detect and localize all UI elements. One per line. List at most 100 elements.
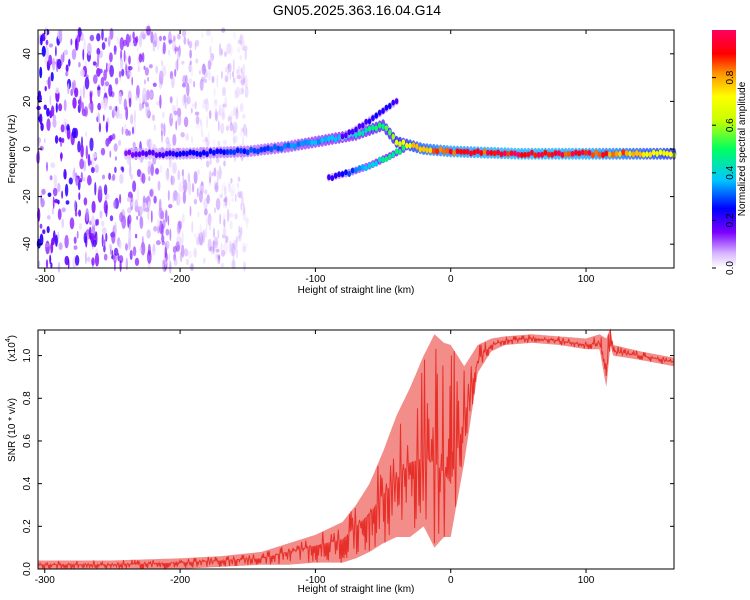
noise-blob	[87, 175, 92, 186]
noise-blob	[52, 196, 55, 210]
noise-blob	[125, 63, 127, 76]
noise-blob	[169, 96, 173, 104]
ridge-point	[225, 149, 230, 155]
noise-blob	[217, 229, 220, 239]
noise-blob	[94, 182, 97, 196]
noise-blob	[132, 141, 136, 149]
noise-blob	[218, 43, 222, 56]
noise-blob	[219, 213, 222, 225]
x-tick-label: -300	[35, 274, 55, 285]
noise-blob	[91, 167, 95, 174]
ridge-point	[367, 162, 372, 169]
noise-blob	[224, 75, 229, 83]
noise-blob	[64, 122, 67, 134]
ridge-point	[344, 132, 348, 139]
noise-blob	[230, 177, 233, 184]
noise-blob	[72, 97, 77, 109]
ridge-point	[269, 146, 274, 153]
noise-blob	[210, 35, 213, 44]
noise-blob	[99, 210, 103, 219]
ridge-point	[337, 171, 341, 178]
noise-blob	[202, 230, 206, 243]
noise-blob	[222, 105, 225, 119]
noise-blob	[232, 58, 235, 73]
noise-blob	[237, 176, 241, 182]
noise-blob	[125, 243, 128, 251]
noise-blob	[71, 81, 75, 91]
ridge-point	[533, 152, 538, 159]
noise-blob	[164, 258, 167, 269]
ridge-point	[361, 130, 365, 137]
ridge-point	[330, 134, 335, 141]
noise-blob	[45, 240, 50, 255]
noise-blob	[220, 242, 223, 254]
noise-blob	[146, 25, 151, 36]
noise-blob	[150, 210, 153, 223]
noise-blob	[213, 227, 215, 238]
noise-blob	[195, 123, 200, 129]
noise-blob	[152, 44, 156, 52]
noise-blob	[199, 78, 204, 91]
ridge-point	[381, 107, 385, 114]
noise-blob	[50, 105, 55, 117]
snr-panel: -300 -200 -100 0 100 0.0 0.2 0.4 0.6 0.8 1.0 Heig…	[5, 327, 675, 595]
noise-blob	[203, 257, 206, 264]
noise-blob	[46, 161, 48, 172]
snr-multiplier: (x104)	[5, 335, 18, 362]
noise-blob	[216, 254, 221, 259]
noise-blob	[204, 189, 208, 195]
ridge-point	[259, 146, 264, 153]
noise-blob	[219, 169, 222, 177]
noise-blob	[101, 233, 104, 247]
noise-blob	[45, 243, 50, 248]
noise-blob	[157, 180, 161, 191]
ridge-point	[245, 149, 250, 156]
ridge-point	[147, 149, 152, 156]
noise-blob	[102, 114, 105, 122]
noise-blob	[201, 138, 206, 143]
noise-blob	[234, 193, 237, 203]
ridge-point	[618, 151, 622, 157]
ridge-point	[347, 129, 352, 136]
ridge-point	[391, 151, 396, 158]
ridge-point	[404, 142, 409, 149]
noise-blob	[55, 102, 58, 113]
ridge-point	[492, 150, 497, 157]
noise-blob	[175, 241, 180, 252]
ridge-point	[374, 125, 379, 132]
ridge-point	[350, 128, 355, 135]
noise-blob	[109, 150, 112, 158]
ridge-point	[357, 165, 362, 172]
ridge-point	[503, 150, 507, 157]
ridge-point	[381, 123, 385, 130]
noise-blob	[223, 197, 227, 203]
noise-blob	[201, 131, 204, 138]
noise-blob	[131, 201, 135, 207]
noise-blob	[200, 118, 202, 127]
noise-blob	[236, 74, 241, 80]
noise-blob	[195, 58, 199, 64]
noise-blob	[119, 260, 122, 272]
noise-blob	[207, 70, 211, 81]
noise-blob	[179, 251, 183, 263]
noise-blob	[203, 78, 208, 84]
ridge-point	[161, 152, 165, 159]
noise-blob	[234, 89, 239, 99]
noise-blob	[89, 91, 93, 104]
noise-blob	[88, 102, 91, 110]
noise-blob	[89, 160, 92, 165]
noise-blob	[136, 215, 138, 220]
noise-blob	[91, 257, 95, 266]
ridge-point	[394, 98, 399, 105]
noise-blob	[223, 218, 226, 228]
noise-blob	[239, 87, 245, 96]
noise-blob	[153, 195, 157, 204]
colorbar-tick-label: 0.8	[725, 70, 736, 84]
noise-blob	[54, 198, 59, 204]
noise-blob	[172, 133, 177, 146]
noise-blob	[141, 235, 144, 250]
noise-blob	[61, 137, 65, 143]
noise-blob	[125, 33, 130, 48]
noise-blob	[210, 246, 215, 254]
noise-blob	[194, 233, 197, 239]
